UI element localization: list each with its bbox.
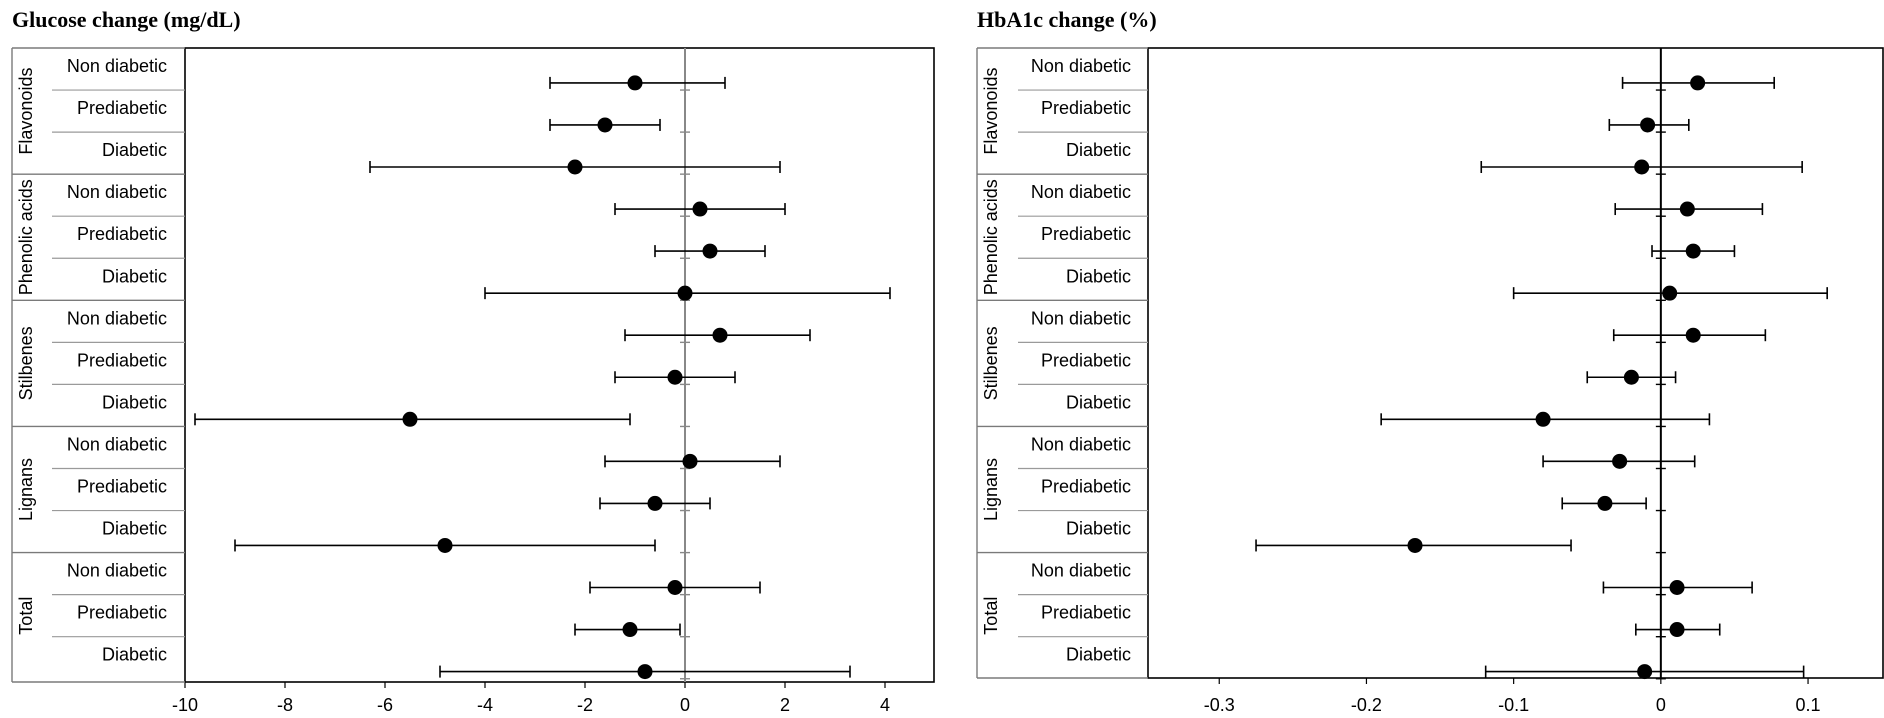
row-label: Diabetic xyxy=(102,645,167,665)
row-label: Non diabetic xyxy=(1031,56,1131,76)
row-label: Diabetic xyxy=(1066,519,1131,539)
point-estimate xyxy=(692,201,708,217)
row-label: Non diabetic xyxy=(1031,182,1131,202)
row-label: Prediabetic xyxy=(1041,224,1131,244)
row-label: Non diabetic xyxy=(1031,434,1131,454)
row-label: Non diabetic xyxy=(67,308,167,328)
point-estimate xyxy=(1407,537,1423,553)
group-label-phenolic-acids: Phenolic acids xyxy=(981,179,1001,295)
point-estimate xyxy=(1612,453,1628,469)
row-label: Diabetic xyxy=(102,140,167,160)
point-estimate xyxy=(1640,117,1656,133)
point-estimate xyxy=(647,495,663,511)
row-label: Prediabetic xyxy=(1041,350,1131,370)
row-label: Non diabetic xyxy=(67,434,167,454)
row-label: Prediabetic xyxy=(77,603,167,623)
group-label-lignans: Lignans xyxy=(981,458,1001,521)
x-tick-label: -8 xyxy=(277,695,293,715)
hba1c-panel-title: HbA1c change (%) xyxy=(977,7,1157,32)
glucose-forest-panel: -10 -8 -6 -4 -2 0 2 4 Flavonoids Non diabetic Pred… xyxy=(11,47,935,715)
x-tick-label: 0 xyxy=(1656,695,1666,715)
row-label: Diabetic xyxy=(102,519,167,539)
point-estimate xyxy=(637,664,653,680)
point-estimate xyxy=(437,537,453,553)
row-label: Diabetic xyxy=(102,266,167,286)
point-estimate xyxy=(677,285,693,301)
point-estimate xyxy=(627,75,643,91)
hba1c-forest-panel: -0.3 -0.2 -0.1 0 0.1 Flavonoids Non diabetic Pr… xyxy=(976,47,1884,715)
row-label: Non diabetic xyxy=(1031,561,1131,581)
row-label: Non diabetic xyxy=(67,56,167,76)
row-label: Non diabetic xyxy=(67,182,167,202)
row-label: Diabetic xyxy=(1066,266,1131,286)
point-estimate xyxy=(1685,327,1701,343)
point-estimate xyxy=(1669,622,1685,638)
plot-frame xyxy=(1147,47,1884,679)
point-estimate xyxy=(1535,411,1551,427)
row-label: Prediabetic xyxy=(1041,603,1131,623)
x-tick-label: -0.2 xyxy=(1351,695,1382,715)
point-estimate xyxy=(622,622,638,638)
x-tick-label: -2 xyxy=(577,695,593,715)
row-label: Diabetic xyxy=(1066,392,1131,412)
point-estimate xyxy=(1637,664,1653,680)
glucose-panel-title: Glucose change (mg/dL) xyxy=(12,7,241,32)
group-label-flavonoids: Flavonoids xyxy=(981,68,1001,155)
x-tick-label: -6 xyxy=(377,695,393,715)
group-label-total: Total xyxy=(16,597,36,635)
point-estimate xyxy=(712,327,728,343)
point-estimate xyxy=(682,453,698,469)
x-tick-label: -10 xyxy=(172,695,198,715)
group-label-total: Total xyxy=(981,597,1001,635)
point-estimate xyxy=(1597,495,1613,511)
group-label-stilbenes: Stilbenes xyxy=(981,326,1001,400)
row-label: Prediabetic xyxy=(1041,98,1131,118)
row-label: Diabetic xyxy=(102,392,167,412)
row-label: Prediabetic xyxy=(77,224,167,244)
x-tick-label: 0 xyxy=(680,695,690,715)
point-estimate xyxy=(1634,159,1650,175)
x-tick-label: 0.1 xyxy=(1796,695,1821,715)
point-estimate xyxy=(702,243,718,259)
row-label: Diabetic xyxy=(1066,645,1131,665)
x-tick-label: -4 xyxy=(477,695,493,715)
point-estimate xyxy=(1623,369,1639,385)
point-estimate xyxy=(567,159,583,175)
point-estimate xyxy=(667,369,683,385)
row-label: Non diabetic xyxy=(67,561,167,581)
group-label-phenolic-acids: Phenolic acids xyxy=(16,179,36,295)
point-estimate xyxy=(1662,285,1678,301)
group-label-stilbenes: Stilbenes xyxy=(16,326,36,400)
point-estimate xyxy=(1690,75,1706,91)
group-label-flavonoids: Flavonoids xyxy=(16,68,36,155)
x-tick-label: -0.1 xyxy=(1498,695,1529,715)
point-estimate xyxy=(1679,201,1695,217)
point-estimate xyxy=(402,411,418,427)
x-tick-label: -0.3 xyxy=(1204,695,1235,715)
point-estimate xyxy=(597,117,613,133)
point-estimate xyxy=(1685,243,1701,259)
point-estimate xyxy=(667,580,683,596)
row-label: Prediabetic xyxy=(1041,477,1131,497)
row-label: Prediabetic xyxy=(77,98,167,118)
row-label: Prediabetic xyxy=(77,350,167,370)
row-label: Prediabetic xyxy=(77,477,167,497)
row-label: Diabetic xyxy=(1066,140,1131,160)
x-tick-label: 2 xyxy=(780,695,790,715)
plot-frame xyxy=(184,47,935,683)
point-estimate xyxy=(1669,580,1685,596)
group-label-lignans: Lignans xyxy=(16,458,36,521)
x-tick-label: 4 xyxy=(880,695,890,715)
row-label: Non diabetic xyxy=(1031,308,1131,328)
